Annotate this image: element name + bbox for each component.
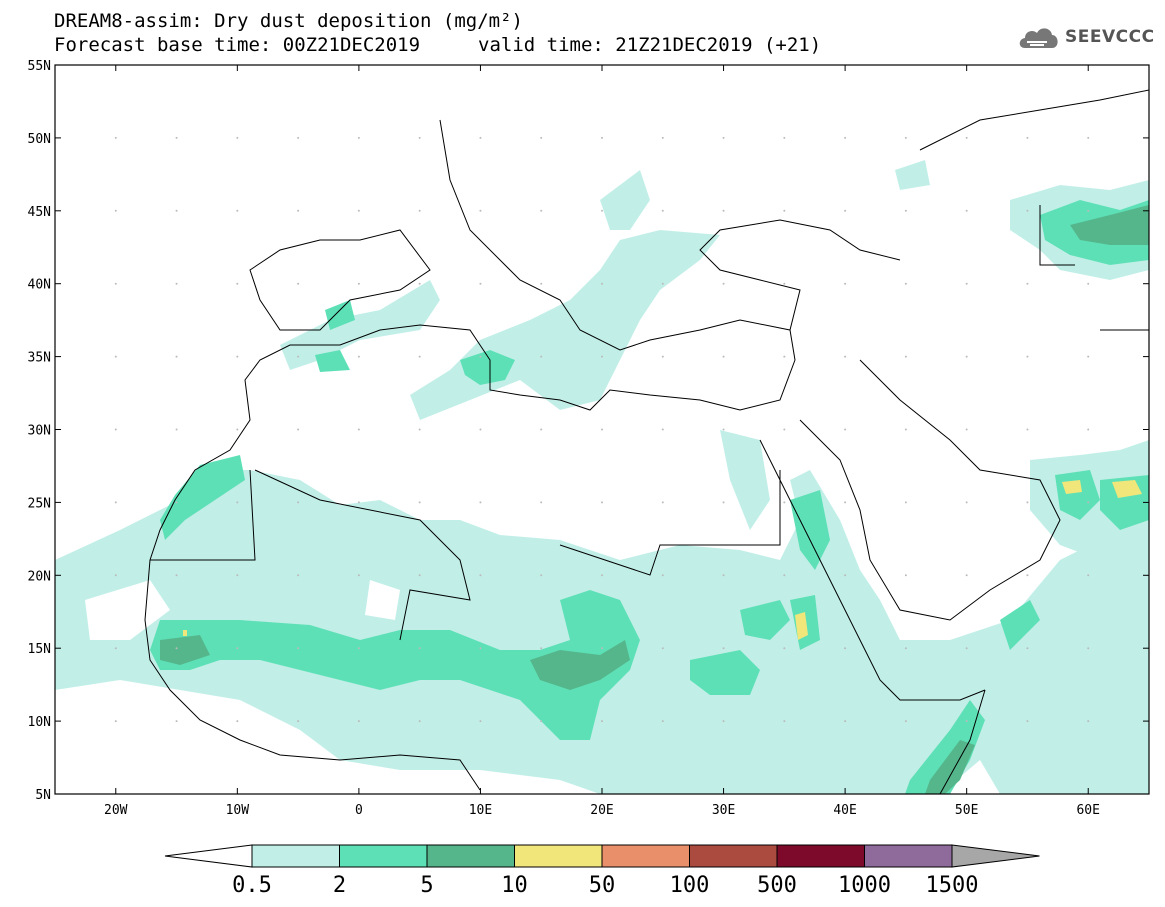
forecast-base-time: Forecast base time: 00Z21DEC2019 [54,34,421,56]
colorbar-label: 5 [420,873,433,898]
lat-label: 20N [28,569,51,584]
lon-label: 40E [833,803,856,818]
logo-text: SEEVCCC [1065,27,1155,47]
colorbar-segment [776,844,865,868]
lat-label: 35N [28,351,51,366]
lat-label: 5N [35,788,51,803]
colorbar-segment [514,844,603,868]
colorbar-label: 100 [670,873,710,898]
lat-label: 40N [28,278,51,293]
lon-label: 10W [226,803,250,818]
map-title: DREAM8-assim: Dry dust deposition (mg/m²… [54,10,523,32]
valid-time: valid time: 21Z21DEC2019 (+21) [478,34,822,56]
colorbar-segment [864,844,953,868]
colorbar-low-arrow [164,844,253,868]
seevccc-logo: SEEVCCC [1017,24,1155,50]
colorbar: 0.5 2 5 10 50 100 500 1000 1500 [164,844,1040,898]
lon-label: 10E [469,803,492,818]
colorbar-high-arrow [951,844,1040,868]
colorbar-segment [251,844,340,868]
colorbar-label: 500 [757,873,797,898]
lat-label: 10N [28,715,51,730]
axis-labels: 55N 50N 45N 40N 35N 30N 25N 20N 15N 10N 5N 20W 10W 0 1… [28,59,1100,818]
lat-label: 50N [28,132,51,147]
lon-label: 20W [104,803,128,818]
lat-label: 45N [28,205,51,220]
colorbar-label: 1500 [926,873,979,898]
colorbar-label: 0.5 [232,873,272,898]
colorbar-segment [426,844,515,868]
lon-label: 0 [355,803,363,818]
lat-label: 25N [28,496,51,511]
colorbar-label: 2 [333,873,346,898]
grid-points [114,136,1090,723]
lat-label: 55N [28,59,51,74]
axis-ticks [55,64,1149,795]
cloud-icon [1019,28,1058,48]
colorbar-label: 50 [589,873,616,898]
lat-label: 15N [28,642,51,657]
lat-label: 30N [28,424,51,439]
coastlines [144,89,1149,794]
lon-label: 20E [590,803,613,818]
colorbar-label: 10 [501,873,528,898]
lon-label: 60E [1076,803,1099,818]
colorbar-segment [339,844,428,868]
lon-label: 30E [712,803,735,818]
dust-field [55,160,1149,794]
colorbar-segment [601,844,690,868]
lon-label: 50E [955,803,978,818]
colorbar-label: 1000 [838,873,891,898]
colorbar-segment [689,844,778,868]
